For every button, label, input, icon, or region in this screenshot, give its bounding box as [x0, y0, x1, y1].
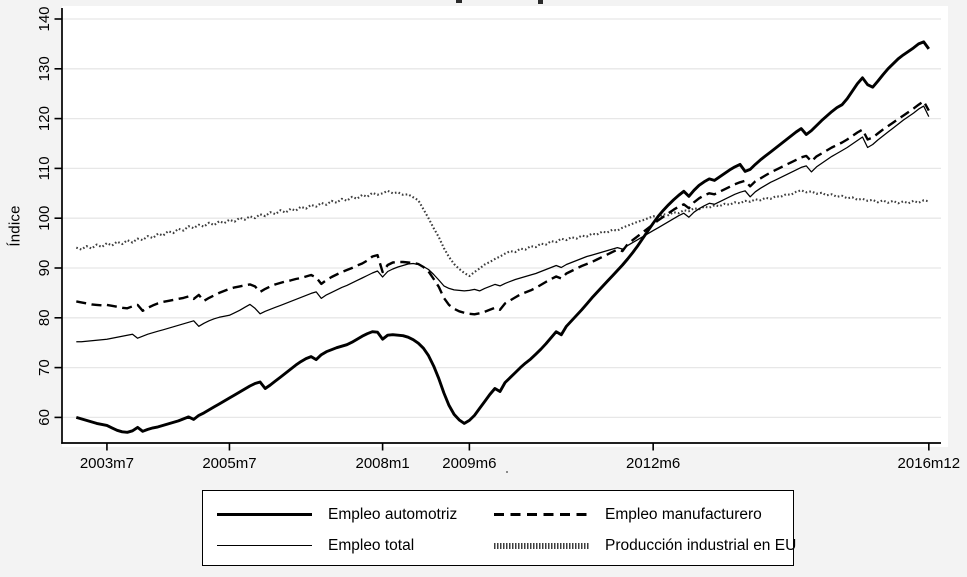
series-line-solid-thin — [76, 105, 930, 343]
series-line-solid-thick — [75, 40, 930, 434]
legend-label-produccion-industrial-eu: Producción industrial en EU — [605, 536, 797, 554]
plot-area — [62, 6, 948, 447]
y-tick-label: 70 — [36, 359, 53, 376]
x-tick-label: 2016m12 — [898, 455, 961, 472]
legend-row: Empleo automotriz Empleo manufacturero — [217, 499, 793, 530]
stray-dot-artifact — [506, 471, 508, 473]
x-tick-label: 2009m6 — [442, 455, 496, 472]
x-tick-label: 2003m7 — [80, 455, 134, 472]
y-tick-label: 90 — [36, 260, 53, 277]
y-tick-label: 120 — [36, 106, 53, 131]
legend-label-empleo-automotriz: Empleo automotriz — [328, 505, 458, 523]
y-tick-label: 60 — [36, 409, 53, 426]
x-tick-label: 2008m1 — [355, 455, 409, 472]
x-tick-label: 2005m7 — [202, 455, 256, 472]
series-line-dotted — [75, 189, 930, 278]
y-tick-label: 80 — [36, 309, 53, 326]
cropped-title-artifact — [456, 0, 462, 3]
y-tick-label: 110 — [36, 156, 53, 180]
y-tick-label: 100 — [36, 206, 53, 231]
legend-key-solid-thin-line — [217, 544, 312, 547]
legend-label-empleo-manufacturero: Empleo manufacturero — [605, 505, 762, 523]
legend-box: Empleo automotriz Empleo manufacturero E… — [202, 490, 797, 566]
y-tick-label: 130 — [36, 56, 53, 81]
y-tick-label: 140 — [36, 6, 53, 31]
legend-label-empleo-total: Empleo total — [328, 536, 415, 554]
legend-key-dashed-line — [494, 513, 589, 516]
legend-key-solid-thick-line — [217, 512, 312, 517]
series-line-dashed — [76, 99, 930, 316]
y-axis-title: Índice — [6, 205, 24, 247]
legend-row: Empleo total Producción industrial en EU — [217, 530, 797, 561]
cropped-title-artifact — [538, 0, 543, 4]
x-tick-label: 2012m6 — [626, 455, 680, 472]
legend-key-dotted-line — [494, 542, 589, 549]
